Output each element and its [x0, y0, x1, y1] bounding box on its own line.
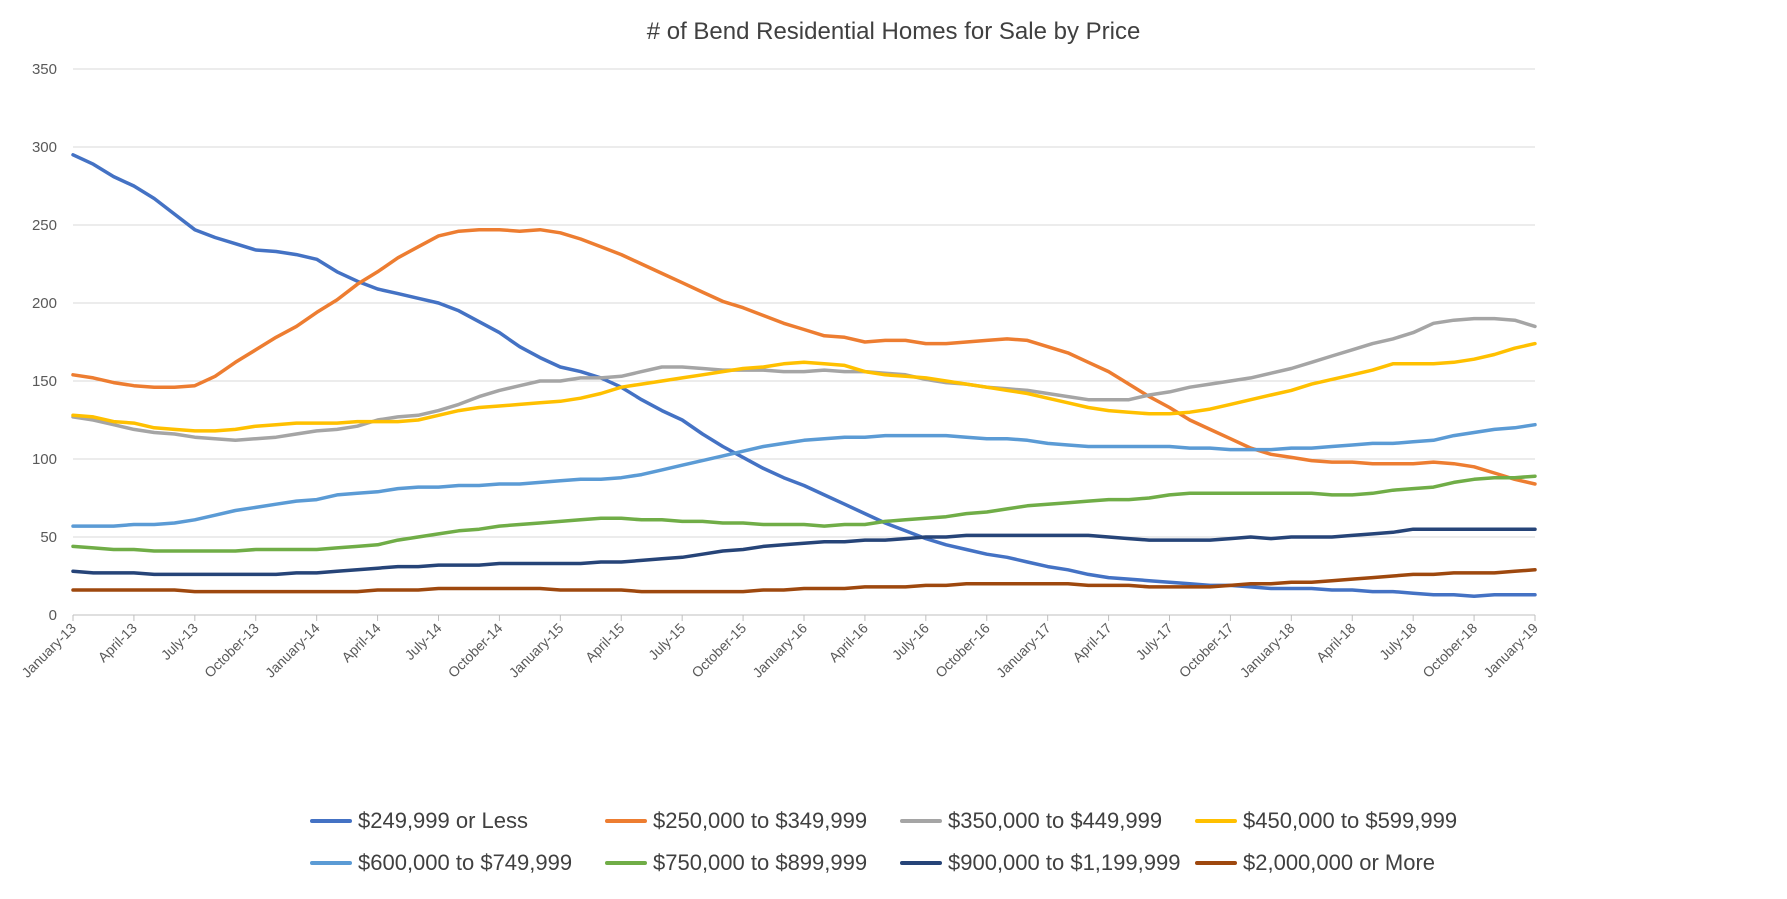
legend-label: $600,000 to $749,999: [358, 850, 573, 875]
legend-label: $350,000 to $449,999: [948, 808, 1163, 833]
y-tick-label: 300: [32, 139, 57, 156]
x-tick-label: July-15: [645, 620, 688, 663]
chart-legend: $249,999 or Less $250,000 to $349,999 $350…: [310, 800, 1510, 884]
legend-item: $750,000 to $899,999: [605, 850, 900, 876]
legend-label: $249,999 or Less: [358, 808, 529, 833]
x-tick-label: October-17: [1176, 620, 1237, 681]
x-tick-label: January-15: [506, 620, 567, 681]
x-tick-label: April-13: [95, 620, 141, 666]
series-line-5: [71, 422, 1537, 528]
x-tick-label: July-17: [1132, 620, 1175, 663]
series-line-8: [71, 568, 1537, 594]
x-tick-label: January-16: [749, 620, 810, 681]
x-tick-label: January-13: [18, 620, 79, 681]
legend-swatch: [310, 819, 352, 823]
legend-swatch: [310, 861, 352, 865]
x-tick-label: April-15: [582, 620, 628, 666]
series-line-3: [71, 316, 1537, 443]
legend-label: $250,000 to $349,999: [653, 808, 868, 833]
legend-swatch: [900, 819, 942, 823]
legend-item: $600,000 to $749,999: [310, 850, 605, 876]
y-tick-label: 150: [32, 373, 57, 390]
legend-item: $350,000 to $449,999: [900, 808, 1195, 834]
legend-item: $249,999 or Less: [310, 808, 605, 834]
x-tick-label: October-18: [1419, 620, 1480, 681]
series-line-2: [71, 227, 1537, 486]
x-tick-label: January-14: [262, 620, 323, 681]
x-tick-label: April-17: [1069, 620, 1115, 666]
legend-label: $2,000,000 or More: [1243, 850, 1436, 875]
legend-item: $450,000 to $599,999: [1195, 808, 1490, 834]
x-tick-label: July-18: [1376, 620, 1419, 663]
legend-swatch: [605, 861, 647, 865]
x-tick-label: January-17: [993, 620, 1054, 681]
x-tick-label: April-16: [826, 620, 872, 666]
chart-title: # of Bend Residential Homes for Sale by …: [646, 18, 1141, 45]
x-tick-label: July-13: [158, 620, 201, 663]
y-tick-label: 250: [32, 217, 57, 234]
series-line-6: [71, 474, 1537, 553]
legend-swatch: [1195, 861, 1237, 865]
y-tick-label: 100: [32, 451, 57, 468]
legend-label: $900,000 to $1,199,999: [948, 850, 1181, 875]
x-tick-label: April-18: [1313, 620, 1359, 666]
legend-row: $249,999 or Less $250,000 to $349,999 $350…: [310, 800, 1510, 842]
x-tick-label: July-14: [401, 620, 444, 663]
y-tick-label: 350: [32, 61, 57, 78]
y-tick-label: 50: [40, 529, 57, 546]
legend-item: $250,000 to $349,999: [605, 808, 900, 834]
legend-item: $2,000,000 or More: [1195, 850, 1490, 876]
series-line-4: [71, 341, 1537, 433]
legend-label: $750,000 to $899,999: [653, 850, 868, 875]
series-line-1: [71, 153, 1537, 599]
y-tick-label: 0: [49, 607, 57, 624]
x-tick-label: October-13: [201, 620, 262, 681]
legend-swatch: [605, 819, 647, 823]
x-tick-label: April-14: [338, 620, 384, 666]
legend-swatch: [1195, 819, 1237, 823]
legend-row: $600,000 to $749,999 $750,000 to $899,999…: [310, 842, 1510, 884]
x-tick-label: July-16: [889, 620, 932, 663]
legend-item: $900,000 to $1,199,999: [900, 850, 1195, 876]
x-tick-label: October-15: [688, 620, 749, 681]
x-tick-label: January-18: [1237, 620, 1298, 681]
x-tick-label: January-19: [1480, 620, 1541, 681]
x-tick-label: October-16: [932, 620, 993, 681]
series-line-7: [71, 527, 1537, 577]
legend-swatch: [900, 861, 942, 865]
y-tick-label: 200: [32, 295, 57, 312]
legend-label: $450,000 to $599,999: [1243, 808, 1458, 833]
x-tick-label: October-14: [445, 620, 506, 681]
